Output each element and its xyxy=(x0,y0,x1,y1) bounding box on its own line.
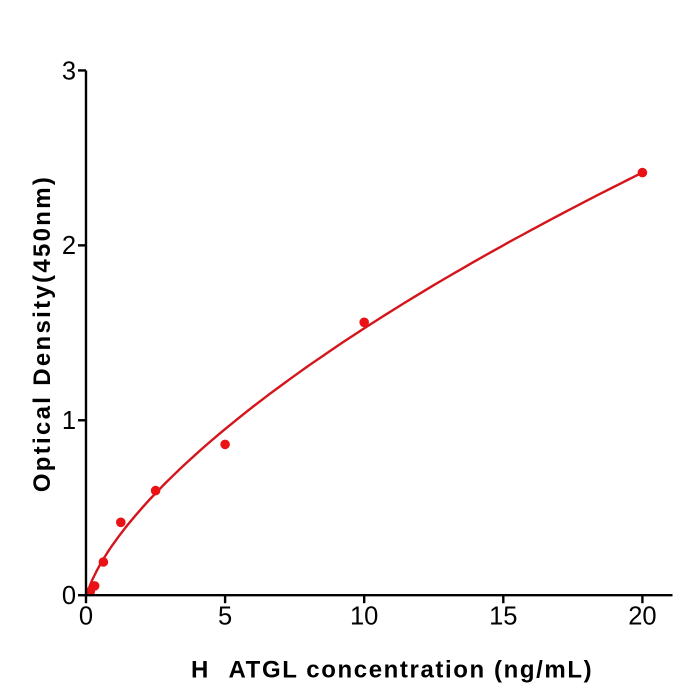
svg-text:0: 0 xyxy=(62,582,76,610)
svg-text:10: 10 xyxy=(350,602,378,630)
svg-text:15: 15 xyxy=(489,602,517,630)
svg-text:5: 5 xyxy=(218,602,232,630)
svg-text:H ATGL concentration (ng/mL): H ATGL concentration (ng/mL) xyxy=(191,657,593,684)
svg-text:20: 20 xyxy=(628,602,656,630)
svg-text:3: 3 xyxy=(62,57,76,85)
svg-text:0: 0 xyxy=(79,602,93,630)
svg-text:1: 1 xyxy=(62,407,76,435)
svg-text:2: 2 xyxy=(62,232,76,260)
svg-text:Optical Density(450nm): Optical Density(450nm) xyxy=(29,175,56,492)
